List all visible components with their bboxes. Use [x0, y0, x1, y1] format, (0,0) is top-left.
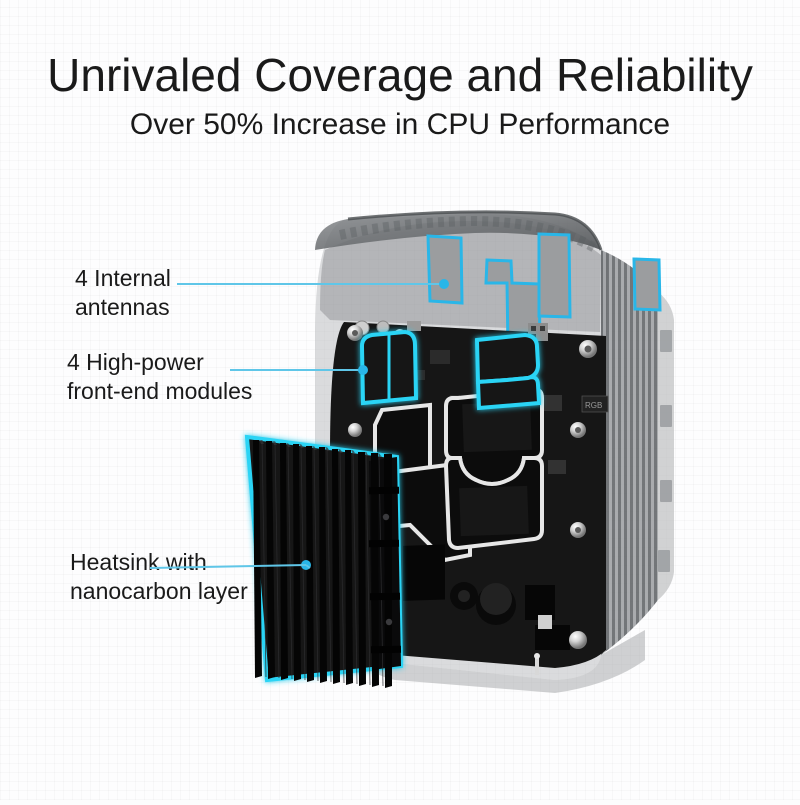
svg-text:RGB: RGB: [585, 401, 602, 410]
